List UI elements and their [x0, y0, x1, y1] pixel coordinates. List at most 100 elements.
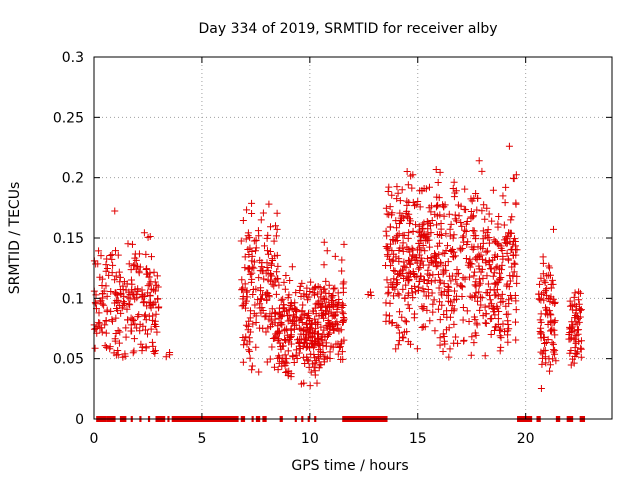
data-point — [318, 336, 326, 344]
data-point — [276, 311, 284, 319]
data-point — [325, 319, 333, 327]
data-point — [105, 271, 113, 279]
data-point — [404, 234, 412, 242]
data-point — [147, 253, 155, 261]
data-point — [297, 315, 305, 323]
data-point — [495, 275, 503, 283]
data-point — [102, 261, 110, 269]
data-point — [436, 211, 444, 219]
data-point — [263, 259, 271, 267]
data-point — [471, 329, 479, 337]
data-point — [403, 197, 411, 205]
data-point — [476, 293, 484, 301]
data-point — [403, 318, 411, 326]
data-point — [339, 284, 347, 292]
data-point — [418, 324, 426, 332]
data-point — [297, 330, 305, 338]
data-point — [486, 265, 494, 273]
data-point — [485, 239, 493, 247]
data-point — [116, 328, 124, 336]
data-point — [431, 327, 439, 335]
data-point — [239, 333, 247, 341]
data-point — [283, 368, 291, 376]
data-point — [463, 217, 471, 225]
data-point — [152, 310, 160, 318]
data-point — [503, 282, 511, 290]
data-point — [450, 296, 458, 304]
data-point — [392, 217, 400, 225]
data-point — [512, 306, 520, 314]
data-point — [475, 251, 483, 259]
data-point — [259, 209, 267, 217]
data-point — [507, 216, 515, 224]
data-point — [382, 227, 390, 235]
data-point — [417, 272, 425, 280]
data-point — [424, 276, 432, 284]
data-point — [502, 183, 510, 191]
data-point — [535, 290, 543, 298]
data-point — [147, 325, 155, 333]
data-point — [484, 289, 492, 297]
data-point — [100, 287, 108, 295]
data-point — [486, 296, 494, 304]
data-point — [255, 368, 263, 376]
data-point — [467, 214, 475, 222]
data-point — [134, 313, 142, 321]
data-point — [399, 334, 407, 342]
data-point — [404, 181, 412, 189]
data-point — [248, 275, 256, 283]
data-point — [103, 292, 111, 300]
data-point — [383, 232, 391, 240]
data-point — [483, 204, 491, 212]
data-point — [468, 243, 476, 251]
data-point — [112, 304, 120, 312]
data-point — [414, 286, 422, 294]
data-point — [122, 324, 130, 332]
data-point — [325, 281, 333, 289]
data-point — [386, 255, 394, 263]
data-point — [383, 251, 391, 259]
data-point — [393, 195, 401, 203]
data-point — [577, 345, 585, 353]
data-point — [505, 142, 513, 150]
data-point — [394, 270, 402, 278]
data-point — [250, 264, 258, 272]
data-point — [417, 254, 425, 262]
data-point — [475, 281, 483, 289]
data-point — [476, 306, 484, 314]
data-point — [119, 282, 127, 290]
data-point — [275, 329, 283, 337]
data-point — [424, 286, 432, 294]
data-point — [423, 306, 431, 314]
data-point — [154, 295, 162, 303]
data-point — [151, 317, 159, 325]
data-point — [106, 252, 114, 260]
data-point — [478, 294, 486, 302]
data-point — [474, 194, 482, 202]
data-point — [513, 246, 521, 254]
data-point — [285, 335, 293, 343]
data-point — [446, 345, 454, 353]
data-point — [429, 300, 437, 308]
data-point — [107, 287, 115, 295]
data-point — [540, 333, 548, 341]
data-point — [456, 244, 464, 252]
data-point — [293, 355, 301, 363]
data-point — [300, 353, 308, 361]
data-point — [389, 292, 397, 300]
data-point — [298, 319, 306, 327]
data-point — [427, 208, 435, 216]
data-point — [577, 337, 585, 345]
data-point — [510, 268, 518, 276]
data-point — [443, 291, 451, 299]
data-point — [242, 321, 250, 329]
data-point — [537, 348, 545, 356]
data-point — [541, 279, 549, 287]
data-point — [388, 319, 396, 327]
data-point — [274, 354, 282, 362]
data-point — [280, 307, 288, 315]
data-point — [466, 263, 474, 271]
data-point — [148, 338, 156, 346]
data-point — [396, 197, 404, 205]
data-point — [398, 313, 406, 321]
